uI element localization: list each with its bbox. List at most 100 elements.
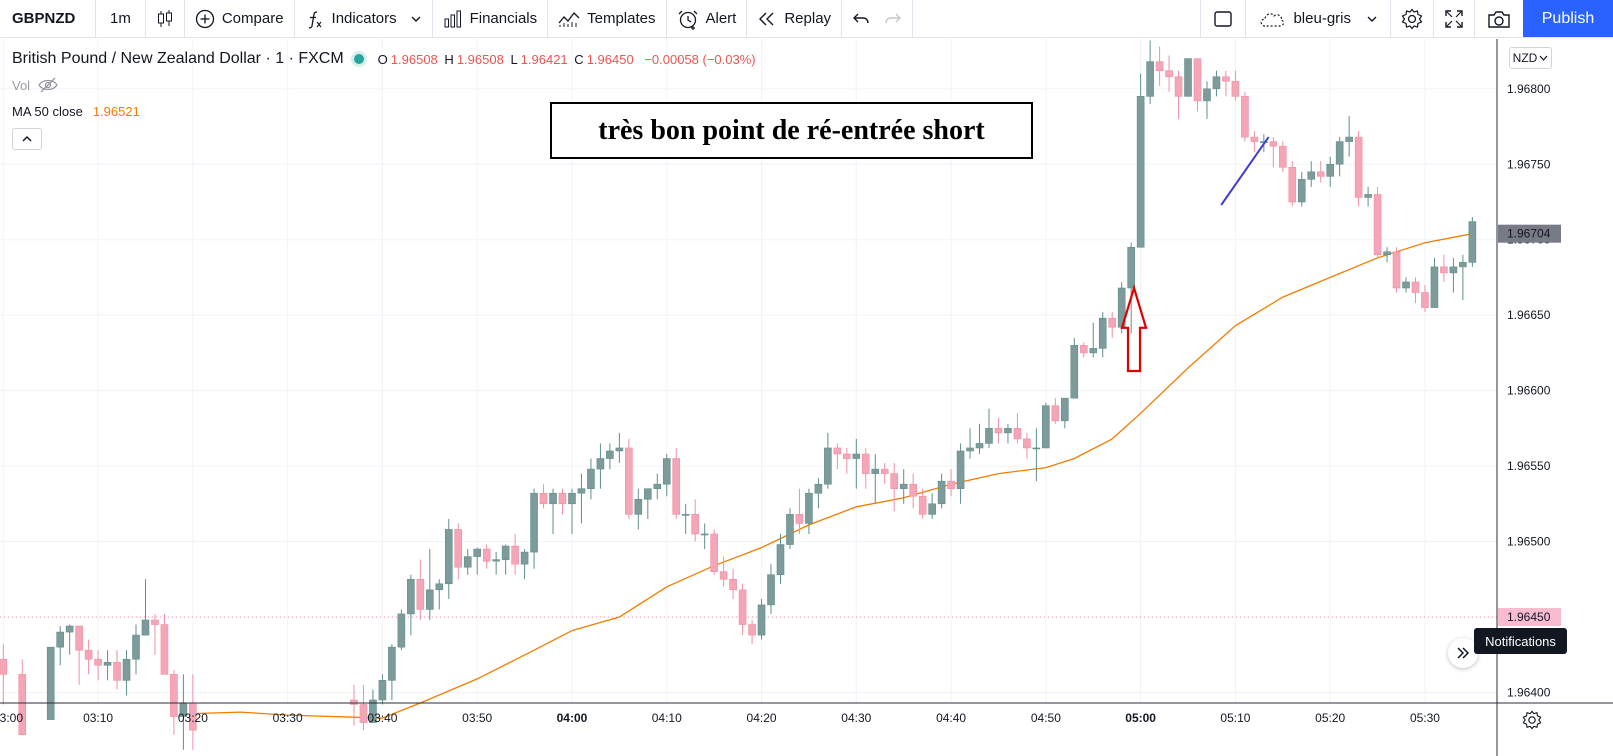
candle bbox=[1155, 46, 1164, 86]
compare-button[interactable]: Compare bbox=[185, 0, 295, 37]
financials-button[interactable]: Financials bbox=[433, 0, 549, 37]
candle bbox=[776, 533, 785, 584]
ma-legend-row[interactable]: MA 50 close 1.96521 bbox=[12, 98, 759, 124]
candle bbox=[1146, 40, 1154, 104]
collapse-legend-button[interactable] bbox=[12, 128, 42, 150]
candle-body bbox=[1089, 348, 1098, 354]
candle bbox=[1279, 141, 1287, 172]
market-status-dot bbox=[353, 54, 364, 64]
annotation-text: très bon point de ré-entrée short bbox=[598, 114, 985, 146]
candle bbox=[1061, 397, 1069, 429]
candle-body bbox=[18, 674, 27, 735]
replay-button[interactable]: Replay bbox=[747, 0, 843, 37]
x-tick-label: 04:40 bbox=[936, 711, 966, 725]
candle-body bbox=[539, 492, 548, 505]
candle-body bbox=[1061, 397, 1069, 422]
axes-layer: 1.96400 1.96450 1.96500 1.96550 1.96600 1.966… bbox=[0, 39, 1613, 756]
candle bbox=[1013, 413, 1022, 444]
candle-body bbox=[776, 544, 785, 576]
indicators-button[interactable]: Indicators bbox=[295, 0, 433, 37]
candle bbox=[899, 469, 908, 504]
function-icon bbox=[308, 10, 321, 28]
candle-body bbox=[568, 492, 576, 505]
symbol-label: GBPNZD bbox=[12, 10, 76, 27]
interval-button[interactable]: 1m bbox=[96, 0, 146, 37]
candle-body bbox=[1250, 136, 1259, 142]
currency-button[interactable]: NZD bbox=[1509, 47, 1552, 69]
cloud-icon bbox=[1261, 12, 1285, 27]
fullscreen-button[interactable] bbox=[1434, 0, 1475, 37]
interval-label: 1m bbox=[110, 10, 131, 27]
candle bbox=[985, 408, 993, 448]
candle bbox=[587, 458, 595, 500]
x-tick-label: 03:30 bbox=[273, 711, 303, 725]
candle-body bbox=[643, 488, 652, 500]
snapshot-button[interactable] bbox=[1475, 0, 1523, 37]
chevron-down-icon bbox=[1367, 16, 1377, 22]
symbol-search-button[interactable]: GBPNZD bbox=[0, 0, 96, 37]
candle bbox=[918, 488, 927, 519]
candle bbox=[634, 488, 643, 530]
axis-settings-button[interactable] bbox=[1518, 708, 1546, 732]
candle-body bbox=[1222, 76, 1230, 82]
candle bbox=[1108, 312, 1117, 338]
y-tick-label: 1.96750 bbox=[1507, 157, 1551, 171]
y-tick-label: 1.96500 bbox=[1507, 535, 1551, 549]
candle bbox=[482, 544, 491, 569]
x-tick-label: 03:40 bbox=[367, 711, 397, 725]
candle bbox=[160, 613, 169, 675]
candle bbox=[359, 684, 368, 731]
open-value: 1.96508 bbox=[390, 51, 438, 67]
annotation-text-box[interactable]: très bon point de ré-entrée short bbox=[550, 102, 1033, 159]
candle bbox=[700, 523, 709, 550]
volume-legend-row[interactable]: Vol bbox=[12, 72, 759, 98]
candle bbox=[103, 650, 112, 681]
candle bbox=[132, 624, 140, 675]
candle bbox=[549, 488, 557, 534]
candle-body bbox=[1193, 58, 1202, 102]
candle-body bbox=[1051, 405, 1060, 422]
trend-line-drawing bbox=[1220, 136, 1270, 206]
candle bbox=[444, 518, 453, 599]
candle bbox=[1383, 247, 1391, 263]
candle-body bbox=[1203, 88, 1211, 102]
x-tick-label: 05:20 bbox=[1315, 711, 1345, 725]
alert-label: Alert bbox=[705, 10, 737, 27]
candle bbox=[1051, 398, 1060, 424]
candle-body bbox=[141, 619, 150, 636]
candle bbox=[681, 503, 690, 534]
candle bbox=[1307, 161, 1316, 187]
candle-body bbox=[84, 649, 93, 660]
alert-button[interactable]: Alert bbox=[667, 0, 748, 37]
candle-body bbox=[994, 428, 1003, 434]
candle-body bbox=[1184, 58, 1192, 97]
candle-body bbox=[918, 495, 927, 515]
layout-button[interactable]: bleu-gris bbox=[1246, 0, 1391, 37]
settings-button[interactable] bbox=[1391, 0, 1434, 37]
candle-body bbox=[1421, 292, 1429, 308]
candle-body bbox=[824, 447, 832, 485]
candle-body bbox=[170, 674, 178, 717]
candle bbox=[748, 620, 756, 645]
candle bbox=[1373, 186, 1382, 258]
undo-icon[interactable] bbox=[852, 11, 870, 27]
candle bbox=[1070, 337, 1079, 399]
candle bbox=[1335, 137, 1344, 177]
last-price-label-bg bbox=[1498, 607, 1561, 626]
fullscreen-square-button[interactable] bbox=[1200, 0, 1247, 37]
candle bbox=[1203, 81, 1211, 119]
publish-button[interactable]: Publish bbox=[1523, 0, 1613, 37]
candle-body bbox=[1079, 345, 1088, 354]
candle bbox=[966, 428, 974, 459]
x-tick-label: 3:00 bbox=[0, 711, 23, 725]
redo-icon[interactable] bbox=[884, 11, 902, 27]
candle bbox=[1023, 432, 1031, 459]
x-tick-label: 04:50 bbox=[1031, 711, 1061, 725]
price-chart[interactable]: 1.96400 1.96450 1.96500 1.96550 1.96600 1.966… bbox=[0, 39, 1613, 756]
scroll-to-realtime-button[interactable] bbox=[1448, 638, 1478, 668]
chart-style-button[interactable] bbox=[146, 0, 185, 37]
candle-body bbox=[843, 453, 851, 459]
templates-button[interactable]: Templates bbox=[548, 0, 667, 37]
candle bbox=[577, 473, 586, 524]
eye-slash-icon[interactable] bbox=[38, 77, 58, 93]
